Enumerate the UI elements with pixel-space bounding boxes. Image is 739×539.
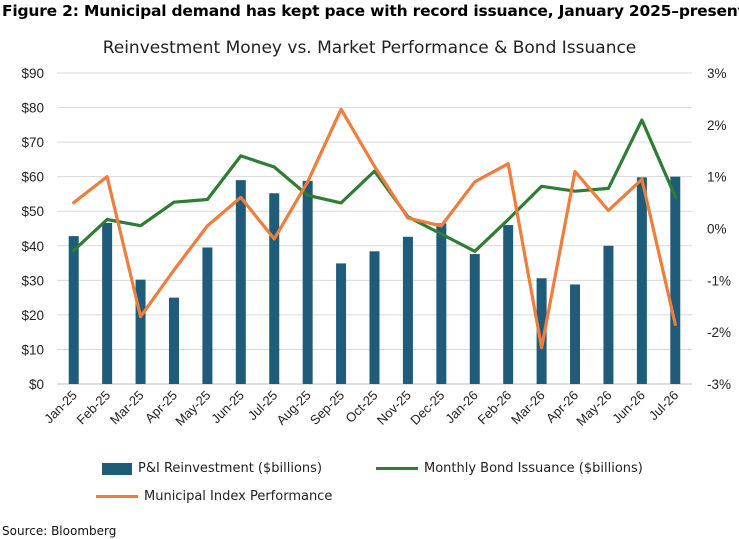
left-tick-label: $90 <box>21 66 44 81</box>
legend-item-reinvestment: P&I Reinvestment ($billions) <box>102 461 322 476</box>
legend-item-index: Municipal Index Performance <box>96 489 332 504</box>
legend-label-issuance: Monthly Bond Issuance ($billions) <box>424 461 643 476</box>
bar-reinvestment <box>269 193 280 384</box>
left-tick-label: $30 <box>21 273 44 288</box>
x-tick-label: Feb-25 <box>74 388 114 428</box>
source-note: Source: Bloomberg <box>2 524 117 538</box>
x-tick-label: Dec-25 <box>407 388 447 428</box>
left-tick-label: $80 <box>21 101 44 116</box>
bar-reinvestment <box>670 176 681 384</box>
x-tick-label: Aug-25 <box>274 388 314 428</box>
right-tick-label: -3% <box>707 377 731 392</box>
x-tick-label: May-25 <box>172 388 213 429</box>
line-index-performance <box>72 107 677 350</box>
left-tick-label: $50 <box>21 204 44 219</box>
chart-plot: $0 $10 $20 $30 $40 $50 $60 $70 $80 $90 -3% -2% -1% 0%… <box>21 66 731 429</box>
legend-swatch-index <box>96 495 138 498</box>
bar-reinvestment <box>636 177 647 384</box>
bar-reinvestment <box>202 247 213 384</box>
x-tick-label: Oct-25 <box>342 388 380 426</box>
x-tick-label: Sep-25 <box>307 388 347 428</box>
bar-reinvestment <box>436 223 447 384</box>
bar-reinvestment <box>336 263 347 384</box>
left-tick-label: $70 <box>21 135 44 150</box>
right-tick-label: 2% <box>707 118 727 133</box>
right-tick-label: 3% <box>707 66 727 81</box>
left-tick-label: $10 <box>21 342 44 357</box>
x-tick-label: Mar-26 <box>508 388 548 428</box>
x-tick-label: May-26 <box>573 388 614 429</box>
line-bond-issuance <box>72 118 677 253</box>
left-tick-label: $60 <box>21 170 44 185</box>
bar-reinvestment <box>402 236 413 384</box>
x-tick-label: Jul-26 <box>646 388 682 424</box>
chart-title: Reinvestment Money vs. Market Performanc… <box>102 38 637 58</box>
x-tick-label: Jun-26 <box>609 388 648 427</box>
x-tick-label: Jun-25 <box>208 388 247 427</box>
x-tick-label: Feb-26 <box>475 388 515 428</box>
bar-reinvestment <box>570 284 581 384</box>
legend-label-index: Municipal Index Performance <box>144 489 333 504</box>
legend-swatch-bar <box>102 462 132 475</box>
bar-reinvestment <box>68 236 79 384</box>
bar-reinvestment <box>603 245 614 384</box>
figure-title: Figure 2: Municipal demand has kept pace… <box>2 2 739 20</box>
bar-reinvestment <box>369 251 380 384</box>
right-tick-label: 1% <box>707 170 727 185</box>
legend-item-issuance: Monthly Bond Issuance ($billions) <box>376 461 643 476</box>
legend-label-reinvestment: P&I Reinvestment ($billions) <box>138 461 323 476</box>
bar-reinvestment <box>135 279 146 384</box>
right-tick-label: 0% <box>707 222 727 237</box>
bar-reinvestment <box>102 222 113 384</box>
bar-reinvestment <box>469 254 480 384</box>
legend-swatch-issuance <box>376 467 418 470</box>
right-tick-label: -1% <box>707 273 731 288</box>
bar-reinvestment <box>503 225 514 384</box>
left-tick-label: $40 <box>21 239 44 254</box>
bar-reinvestment <box>235 180 246 384</box>
x-tick-label: Jan-26 <box>442 388 481 427</box>
bar-reinvestment <box>302 180 313 384</box>
x-tick-label: Jan-25 <box>41 388 80 427</box>
right-tick-label: -2% <box>707 325 731 340</box>
left-tick-label: $20 <box>21 308 44 323</box>
bar-reinvestment <box>536 278 547 384</box>
x-tick-label: Mar-25 <box>107 388 147 428</box>
x-tick-label: Nov-25 <box>374 388 414 428</box>
left-tick-label: $0 <box>29 377 44 392</box>
bar-reinvestment <box>168 297 179 384</box>
